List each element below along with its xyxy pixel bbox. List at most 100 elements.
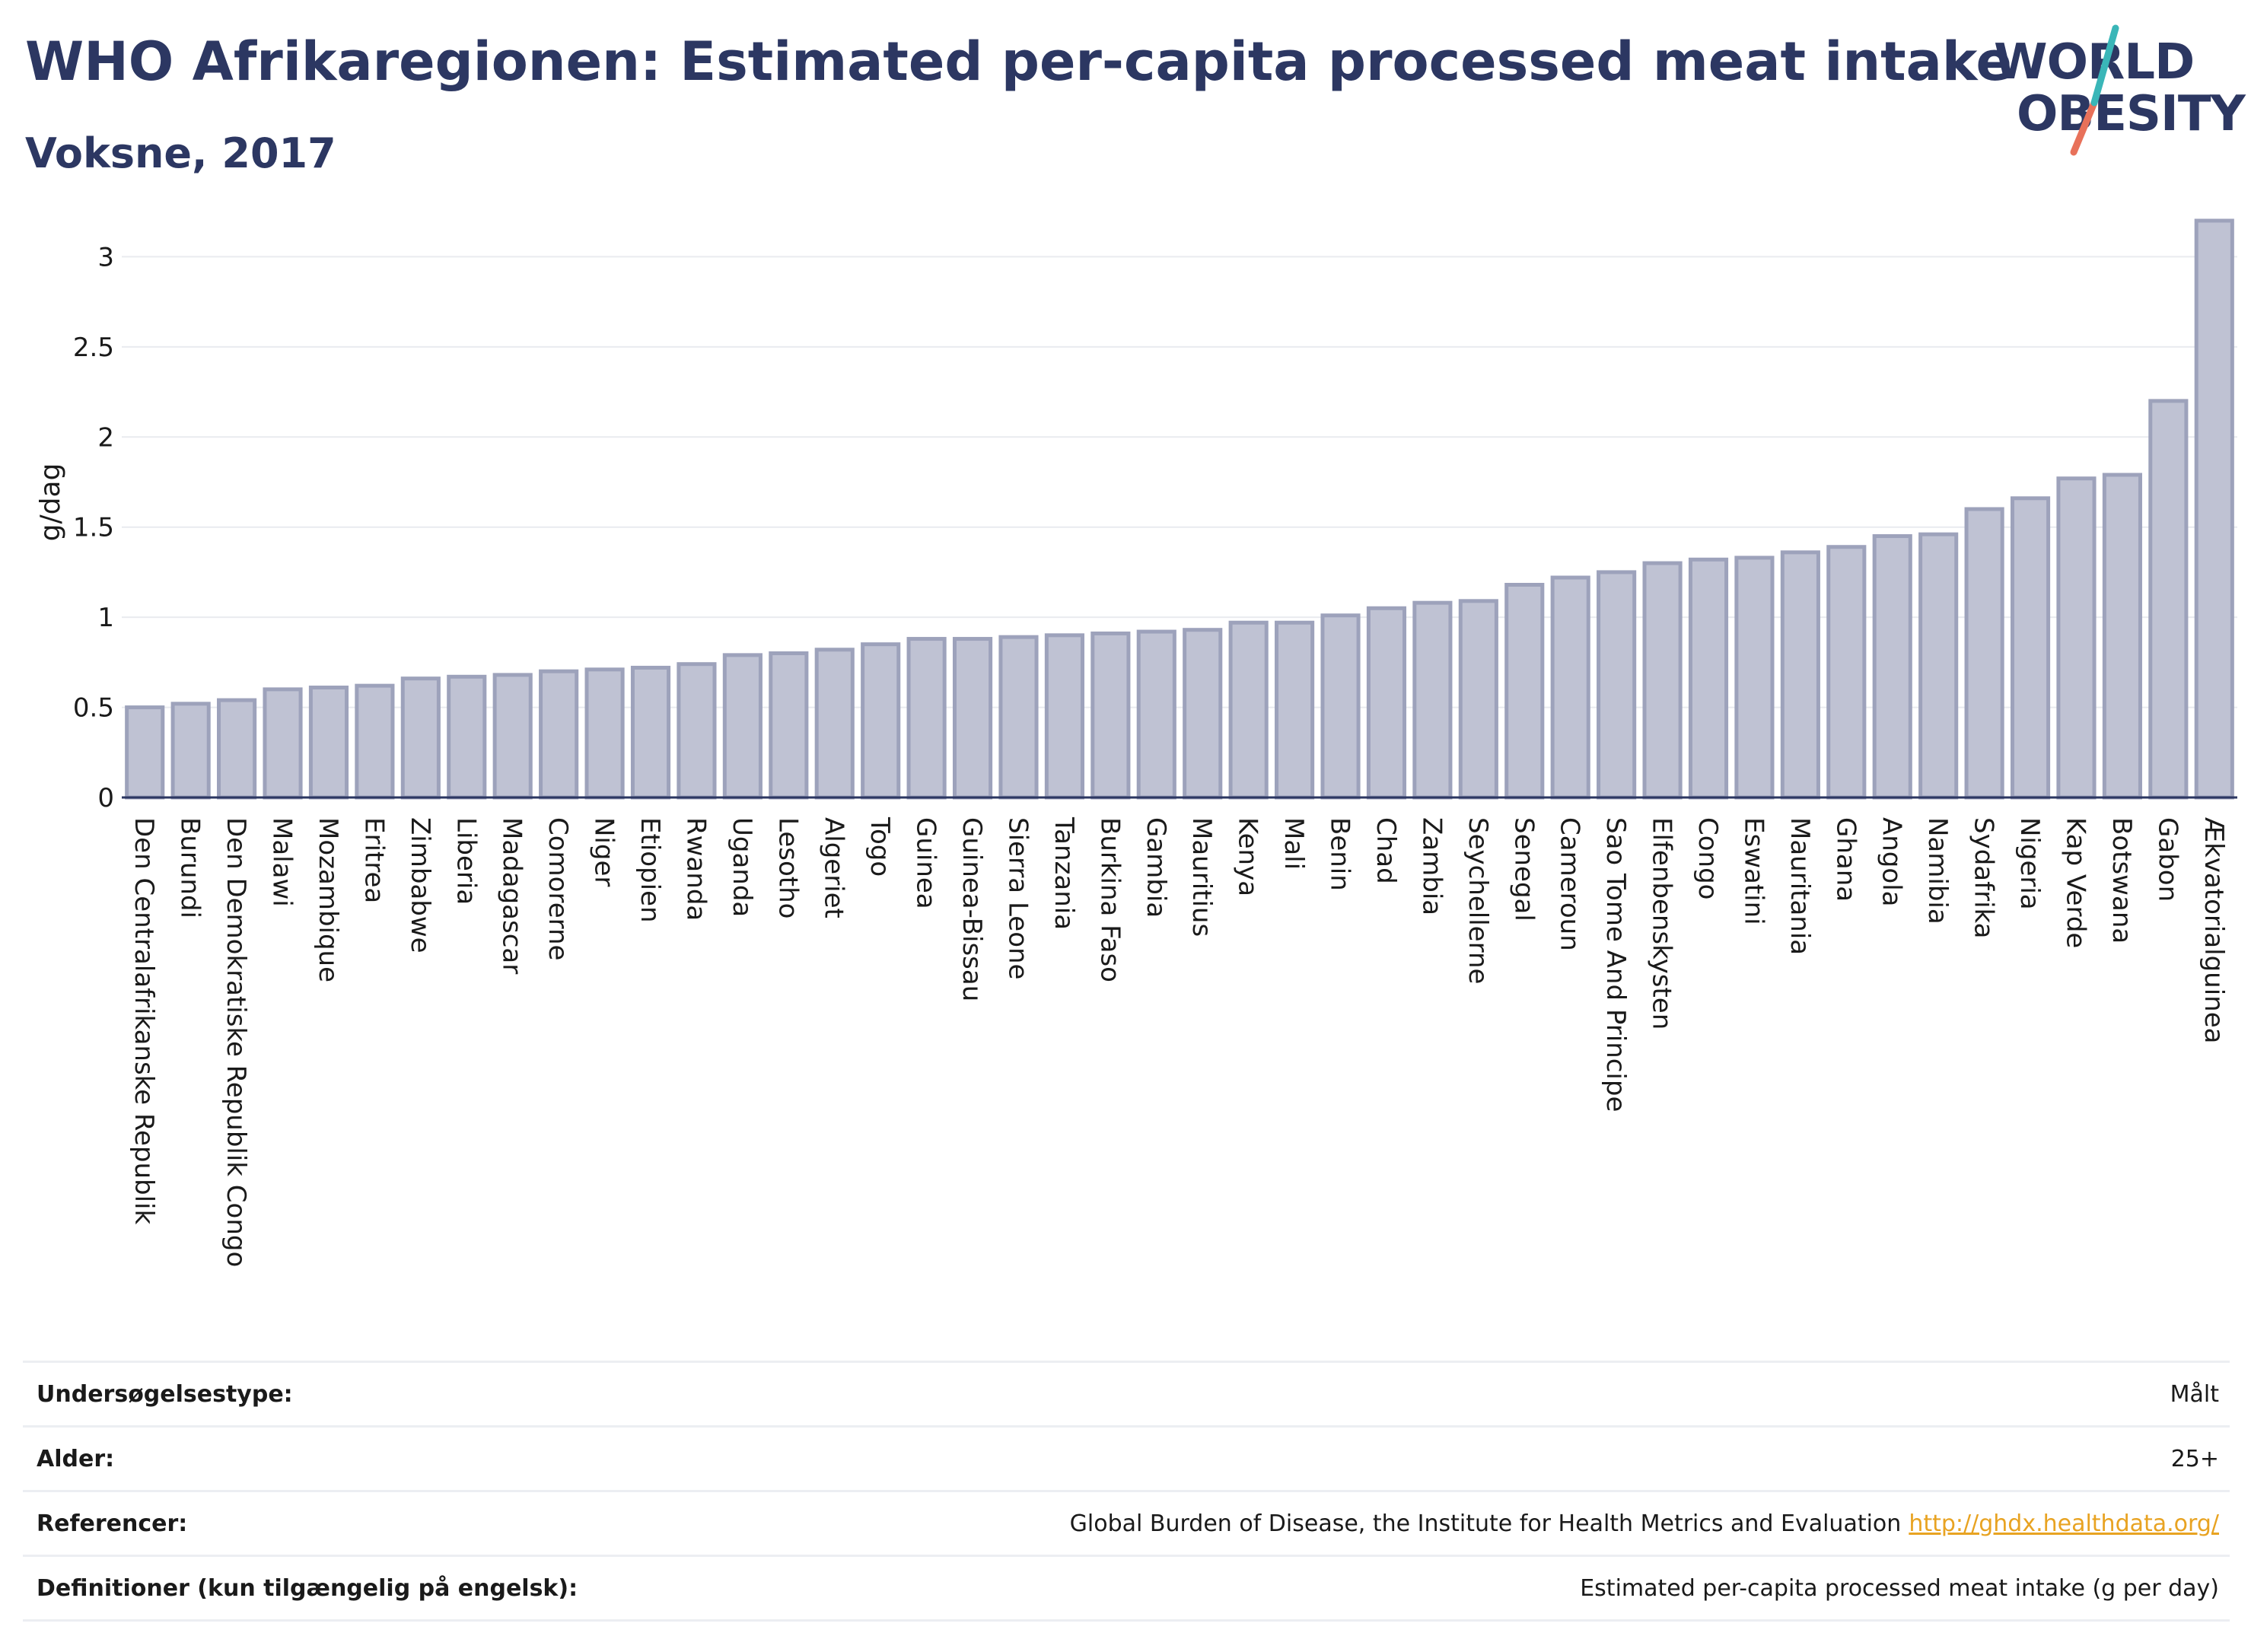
bar[interactable]	[263, 687, 303, 800]
details-table: Undersøgelsestype: Målt Alder: 25+ Refer…	[23, 1361, 2230, 1622]
details-value: Estimated per-capita processed meat inta…	[1580, 1574, 2219, 1602]
x-tick-label: Den Demokratiske Republik Congo	[221, 817, 251, 1267]
bar[interactable]	[2148, 399, 2189, 800]
bar[interactable]	[1458, 599, 1498, 800]
bar[interactable]	[1872, 534, 1912, 800]
bar[interactable]	[1597, 570, 1637, 800]
bar[interactable]	[1136, 629, 1176, 800]
details-value-wrap: Global Burden of Disease, the Institute …	[1070, 1510, 2230, 1537]
y-axis: 0 0.5 1 1.5 2 2.5 3	[73, 242, 114, 813]
y-tick-label: 0	[97, 783, 114, 813]
x-tick-label: Namibia	[1922, 817, 1953, 925]
bar[interactable]	[906, 637, 947, 800]
bar[interactable]	[1550, 575, 1590, 800]
bar[interactable]	[1642, 561, 1683, 800]
details-value: 25+	[2170, 1445, 2219, 1472]
x-tick-label: Togo	[864, 816, 895, 877]
bar[interactable]	[814, 648, 855, 800]
bar[interactable]	[2010, 496, 2051, 800]
bar[interactable]	[1918, 532, 1959, 800]
x-tick-label: Eswatini	[1738, 817, 1769, 925]
bar[interactable]	[722, 653, 763, 800]
bar[interactable]	[308, 686, 349, 800]
bar[interactable]	[1826, 545, 1867, 800]
bar[interactable]	[1183, 628, 1223, 800]
x-tick-label: Tanzania	[1049, 816, 1079, 930]
x-tick-label: Algeriet	[819, 817, 849, 918]
bar[interactable]	[1090, 631, 1131, 800]
x-tick-label: Madagascar	[497, 817, 527, 974]
x-tick-label: Congo	[1692, 817, 1723, 899]
details-label: Definitioner (kun tilgængelig på engelsk…	[37, 1574, 578, 1602]
bar[interactable]	[1964, 507, 2004, 800]
bar[interactable]	[447, 674, 487, 800]
bar[interactable]	[1734, 555, 1775, 800]
details-label: Undersøgelsestype:	[37, 1380, 293, 1408]
bar[interactable]	[355, 683, 395, 800]
y-axis-label: g/dag	[35, 463, 66, 542]
bar[interactable]	[1228, 620, 1269, 800]
y-tick-label: 2.5	[73, 333, 114, 363]
bar[interactable]	[125, 705, 165, 800]
bar[interactable]	[217, 698, 257, 800]
x-tick-label: Sao Tome And Principe	[1600, 817, 1631, 1112]
bar[interactable]	[677, 662, 717, 800]
x-tick-label: Angola	[1877, 817, 1907, 906]
x-tick-label: Lesotho	[772, 817, 803, 918]
bar[interactable]	[1366, 606, 1407, 800]
x-tick-label: Eritrea	[358, 817, 389, 903]
details-value: Målt	[2170, 1380, 2219, 1408]
bar[interactable]	[584, 667, 625, 800]
bar[interactable]	[1504, 582, 1545, 800]
chart-title: WHO Afrikaregionen: Estimated per-capita…	[25, 30, 2013, 93]
details-value: Global Burden of Disease, the Institute …	[1069, 1510, 1902, 1537]
bar[interactable]	[492, 673, 533, 800]
x-tick-label: Burundi	[175, 817, 205, 918]
bar[interactable]	[1412, 600, 1453, 800]
x-tick-label: Gambia	[1141, 817, 1171, 918]
bar[interactable]	[952, 637, 993, 800]
x-tick-label: Seychellerne	[1463, 817, 1493, 984]
x-tick-label: Mauritania	[1785, 817, 1815, 955]
bar[interactable]	[539, 669, 579, 800]
x-tick-label: Gabon	[2152, 817, 2183, 902]
reference-link[interactable]: http://ghdx.healthdata.org/	[1909, 1510, 2219, 1537]
bar[interactable]	[1044, 633, 1084, 800]
y-tick-label: 2	[97, 422, 114, 453]
bars	[122, 218, 2237, 800]
x-tick-label: Zambia	[1416, 817, 1447, 915]
bar[interactable]	[861, 642, 901, 800]
x-tick-label: Mali	[1278, 817, 1309, 870]
logo-line-1: WORLD	[1994, 34, 2195, 91]
x-tick-label: Ghana	[1830, 817, 1861, 902]
bar[interactable]	[170, 702, 211, 800]
x-tick-label: Chad	[1371, 817, 1401, 884]
x-tick-label: Guinea-Bissau	[957, 817, 987, 1001]
bar[interactable]	[1320, 613, 1361, 800]
details-label: Referencer:	[37, 1510, 188, 1537]
x-tick-label: Mauritius	[1186, 817, 1217, 937]
x-tick-label: Nigeria	[2014, 817, 2045, 910]
bar[interactable]	[2194, 218, 2234, 800]
bar[interactable]	[1275, 620, 1315, 800]
bar[interactable]	[1780, 550, 1820, 800]
world-obesity-logo: WORLD OBESITY	[1986, 19, 2246, 160]
x-tick-label: Elfenbenskysten	[1647, 817, 1677, 1030]
x-tick-label: Comorerne	[543, 817, 573, 960]
bar[interactable]	[998, 635, 1039, 800]
bar[interactable]	[400, 676, 441, 800]
bar[interactable]	[2056, 476, 2097, 800]
x-tick-label: Den Centralafrikanske Republik	[129, 817, 159, 1224]
x-tick-label: Senegal	[1508, 817, 1539, 921]
details-label: Alder:	[37, 1445, 115, 1472]
bar-chart: 0 0.5 1 1.5 2 2.5 3 Den Centralafrikanske Repu…	[35, 218, 2237, 1267]
bar[interactable]	[630, 665, 671, 800]
y-tick-label: 1	[97, 603, 114, 633]
bar[interactable]	[2102, 473, 2142, 800]
bar[interactable]	[1688, 557, 1729, 800]
logo-slash-icon	[2070, 24, 2119, 156]
details-row-survey-type: Undersøgelsestype: Målt	[23, 1361, 2230, 1425]
x-tick-label: Niger	[589, 817, 619, 886]
bar[interactable]	[769, 651, 809, 800]
logo-line-2: OBESITY	[2017, 86, 2246, 142]
